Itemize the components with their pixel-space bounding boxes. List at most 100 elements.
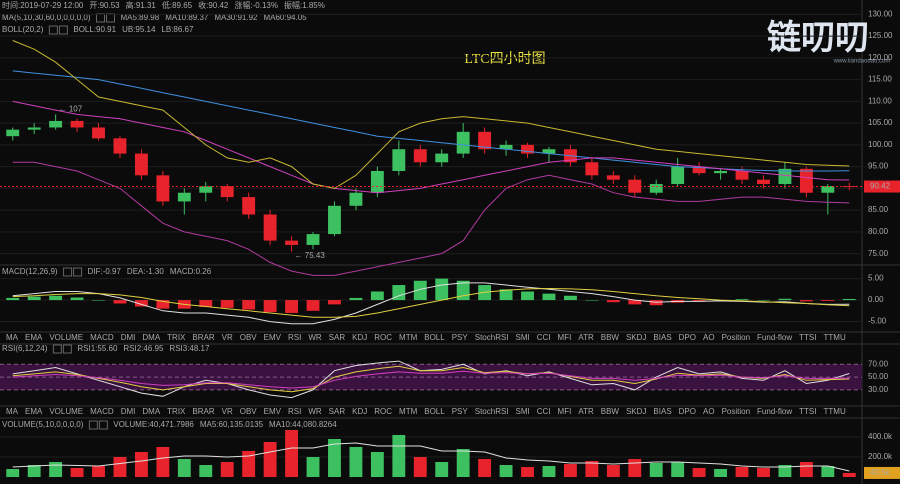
- indicator-tab[interactable]: AO: [703, 407, 715, 416]
- annotation: ← 107: [59, 105, 83, 114]
- indicator-tab[interactable]: EMA: [25, 333, 43, 342]
- indicator-tab[interactable]: RSI: [288, 333, 301, 342]
- indicator-tab[interactable]: BIAS: [653, 407, 671, 416]
- indicator-tab[interactable]: StochRSI: [475, 333, 509, 342]
- indicator-tab[interactable]: TRIX: [167, 333, 186, 342]
- volume-bar: [842, 472, 856, 477]
- legend-item: MACD:0.26: [170, 267, 212, 276]
- indicator-tab[interactable]: TTSI: [799, 333, 816, 342]
- indicator-tab[interactable]: BBW: [601, 407, 620, 416]
- indicator-line: [12, 365, 850, 393]
- indicator-tab[interactable]: BBW: [601, 333, 620, 342]
- indicator-tab[interactable]: RSI: [288, 407, 301, 416]
- indicator-tab[interactable]: ROC: [374, 333, 392, 342]
- indicator-tab[interactable]: SKDJ: [626, 407, 646, 416]
- volume-bar: [49, 462, 63, 477]
- indicator-tab[interactable]: MFI: [558, 407, 572, 416]
- indicator-tab[interactable]: PSY: [452, 407, 469, 416]
- candle-body: [585, 162, 599, 176]
- indicator-tab[interactable]: KDJ: [352, 407, 367, 416]
- indicator-tab[interactable]: DMI: [121, 407, 136, 416]
- macd-bar: [413, 280, 427, 301]
- macd-bar: [285, 300, 299, 313]
- indicator-tab[interactable]: MA: [6, 407, 19, 416]
- legend-button: [98, 420, 108, 430]
- indicator-tab[interactable]: ATR: [578, 333, 594, 342]
- indicator-tab[interactable]: Fund-flow: [757, 407, 792, 416]
- indicator-tab[interactable]: MACD: [90, 333, 114, 342]
- candle-body: [606, 175, 620, 180]
- macd-bar: [306, 300, 320, 311]
- indicator-line: [12, 287, 850, 318]
- indicator-tab[interactable]: DMA: [142, 407, 160, 416]
- y-tick-label: 85.00: [868, 205, 889, 214]
- indicator-tab[interactable]: DMI: [121, 333, 136, 342]
- indicator-tab[interactable]: MTM: [399, 333, 418, 342]
- indicator-tab[interactable]: Fund-flow: [757, 333, 792, 342]
- indicator-tab[interactable]: OBV: [240, 333, 258, 342]
- candle-body: [757, 179, 770, 185]
- indicator-tab[interactable]: AO: [703, 333, 715, 342]
- indicator-tab[interactable]: VR: [222, 333, 233, 342]
- candle-body: [113, 138, 127, 154]
- indicator-tab[interactable]: SMI: [516, 333, 530, 342]
- watermark-brand: 链叨叨: [767, 19, 869, 57]
- indicator-tab[interactable]: TRIX: [167, 407, 186, 416]
- indicator-tab[interactable]: BOLL: [424, 407, 445, 416]
- legend-item: BOLL(20,2): [2, 25, 44, 34]
- indicator-tab[interactable]: DMA: [142, 333, 160, 342]
- indicator-tab[interactable]: KDJ: [352, 333, 367, 342]
- indicator-tab[interactable]: MTM: [399, 407, 418, 416]
- indicator-tab[interactable]: Position: [722, 407, 750, 416]
- indicator-tab[interactable]: VOLUME: [49, 333, 83, 342]
- indicator-tab[interactable]: ROC: [374, 407, 392, 416]
- indicator-tab[interactable]: EMA: [25, 407, 43, 416]
- indicator-tab[interactable]: WR: [308, 407, 322, 416]
- indicator-tab[interactable]: MFI: [558, 333, 572, 342]
- indicator-tab[interactable]: DPO: [679, 333, 696, 342]
- volume-bar: [821, 466, 835, 477]
- volume-bar: [285, 430, 299, 477]
- legend-item: BOLL:90.91: [73, 25, 116, 34]
- indicator-tab[interactable]: SAR: [329, 333, 346, 342]
- macd-bar: [392, 285, 406, 301]
- candle-body: [628, 179, 642, 193]
- indicator-tab[interactable]: MA: [6, 333, 19, 342]
- indicator-tab[interactable]: EMV: [264, 333, 282, 342]
- indicator-tab[interactable]: MACD: [90, 407, 114, 416]
- legend-item: MA30:91.92: [214, 13, 258, 22]
- indicator-tab[interactable]: BRAR: [192, 407, 214, 416]
- macd-bar: [499, 289, 513, 301]
- indicator-tab[interactable]: CCI: [537, 333, 551, 342]
- y-tick-label: 30.00: [868, 385, 889, 394]
- indicator-tab[interactable]: ATR: [578, 407, 594, 416]
- candle-body: [306, 234, 320, 245]
- indicator-tab[interactable]: TTMU: [824, 407, 846, 416]
- indicator-tab[interactable]: DPO: [679, 407, 696, 416]
- indicator-tab[interactable]: SAR: [329, 407, 346, 416]
- indicator-tab[interactable]: BOLL: [424, 333, 445, 342]
- indicator-tab[interactable]: EMV: [264, 407, 282, 416]
- indicator-tab[interactable]: SKDJ: [626, 333, 646, 342]
- macd-bar: [263, 300, 277, 313]
- indicator-tab[interactable]: StochRSI: [475, 407, 509, 416]
- indicator-tab[interactable]: OBV: [240, 407, 258, 416]
- indicator-tab[interactable]: TTSI: [799, 407, 816, 416]
- candle-body: [456, 131, 470, 154]
- indicator-tab[interactable]: WR: [308, 333, 322, 342]
- indicator-tab[interactable]: TTMU: [824, 333, 846, 342]
- volume-bar: [92, 466, 105, 477]
- legend-button: [88, 420, 98, 430]
- indicator-tab[interactable]: SMI: [516, 407, 530, 416]
- volume-bar: [156, 447, 170, 477]
- indicator-tab[interactable]: VR: [222, 407, 233, 416]
- info-item: 涨幅:-0.13%: [234, 0, 278, 10]
- indicator-tab[interactable]: Position: [722, 333, 750, 342]
- indicator-tab[interactable]: PSY: [452, 333, 469, 342]
- indicator-tab[interactable]: VOLUME: [49, 407, 83, 416]
- indicator-tab[interactable]: BIAS: [653, 333, 671, 342]
- indicator-tab[interactable]: BRAR: [192, 333, 214, 342]
- macd-bar: [542, 293, 556, 301]
- indicator-tab[interactable]: CCI: [537, 407, 551, 416]
